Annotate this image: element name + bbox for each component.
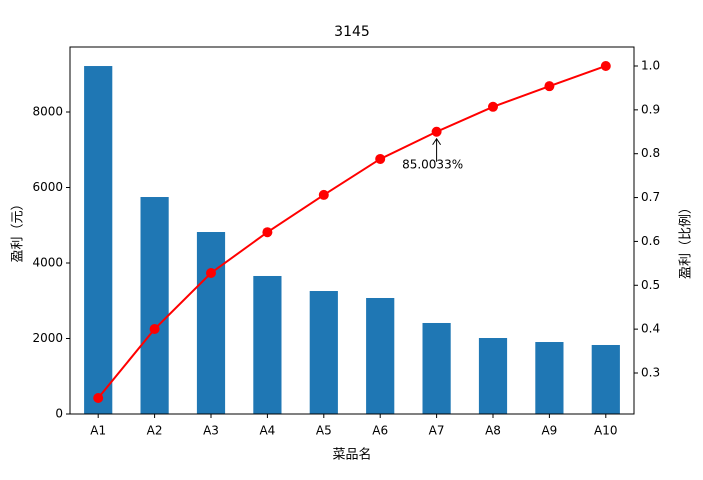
marker xyxy=(93,392,104,403)
y-tick-label: 6000 xyxy=(32,180,63,194)
y-tick-label: 2000 xyxy=(32,331,63,345)
bar xyxy=(84,66,113,415)
marker xyxy=(318,189,329,200)
marker xyxy=(488,101,498,112)
x-tick-label: A10 xyxy=(594,424,617,438)
bar xyxy=(535,342,564,414)
plot-frame xyxy=(69,46,635,415)
bar xyxy=(422,322,451,414)
x-tick-label: A3 xyxy=(203,424,219,438)
marker xyxy=(544,81,555,92)
y2-tick-label: 0.3 xyxy=(641,365,660,379)
marker xyxy=(600,60,611,71)
bar xyxy=(196,232,226,414)
bar xyxy=(478,338,508,414)
marker xyxy=(262,227,273,238)
bar xyxy=(591,344,620,414)
y2-tick-label: 0.6 xyxy=(641,234,660,248)
bar xyxy=(366,297,395,414)
y-tick-label: 0 xyxy=(55,407,63,421)
line xyxy=(97,65,607,399)
y-tick-label: 4000 xyxy=(32,256,63,270)
marker xyxy=(206,267,216,278)
annotation-arrowhead xyxy=(432,137,442,146)
chart-title: 3145 xyxy=(334,24,370,40)
y2-tick-label: 0.7 xyxy=(641,190,660,204)
annotation: 85.0033% xyxy=(402,157,463,171)
y2-tick-label: 0.4 xyxy=(641,322,660,336)
x-tick-label: A9 xyxy=(541,424,557,438)
x-tick-label: A8 xyxy=(485,424,501,438)
y-tick-label: 8000 xyxy=(32,105,63,119)
bar xyxy=(253,275,282,414)
y2-tick-label: 1.0 xyxy=(641,58,660,72)
x-tick-label: A7 xyxy=(429,424,445,438)
y2-tick-label: 0.8 xyxy=(641,146,660,160)
bar xyxy=(140,197,169,414)
x-axis-label: 菜品名 xyxy=(332,447,371,463)
marker xyxy=(431,126,442,137)
bar xyxy=(309,291,338,414)
y2-tick-label: 0.9 xyxy=(641,102,660,116)
y2-tick-label: 0.5 xyxy=(641,278,660,292)
marker xyxy=(149,324,160,335)
x-tick-label: A2 xyxy=(147,424,163,438)
marker xyxy=(375,153,386,164)
y-axis-label: 盈利（元） xyxy=(11,197,26,262)
y2-axis-label: 盈利（比例） xyxy=(679,201,694,279)
x-tick-label: A4 xyxy=(259,424,275,438)
x-tick-label: A5 xyxy=(316,424,332,438)
x-tick-label: A1 xyxy=(90,424,106,438)
x-tick-label: A6 xyxy=(372,424,388,438)
